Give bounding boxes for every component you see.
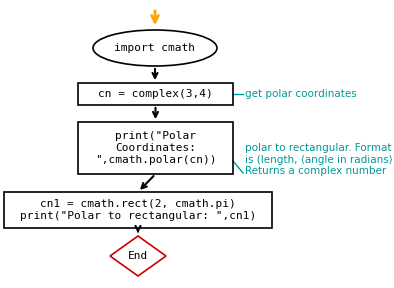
Bar — [78, 122, 233, 174]
Bar — [4, 192, 272, 228]
Text: polar to rectangular. Format for input
is (length, ⟨angle in radians⟩).
Returns : polar to rectangular. Format for input i… — [245, 143, 394, 176]
Text: import cmath: import cmath — [115, 43, 195, 53]
Text: get polar coordinates: get polar coordinates — [245, 89, 357, 99]
Text: End: End — [128, 251, 148, 261]
Text: cn1 = cmath.rect(2, cmath.pi)
print("Polar to rectangular: ",cn1): cn1 = cmath.rect(2, cmath.pi) print("Pol… — [20, 199, 256, 221]
Text: cn = complex(3,4): cn = complex(3,4) — [98, 89, 213, 99]
Bar — [78, 83, 233, 105]
Text: print("Polar
Coordinates:
",cmath.polar(cn)): print("Polar Coordinates: ",cmath.polar(… — [95, 131, 216, 165]
